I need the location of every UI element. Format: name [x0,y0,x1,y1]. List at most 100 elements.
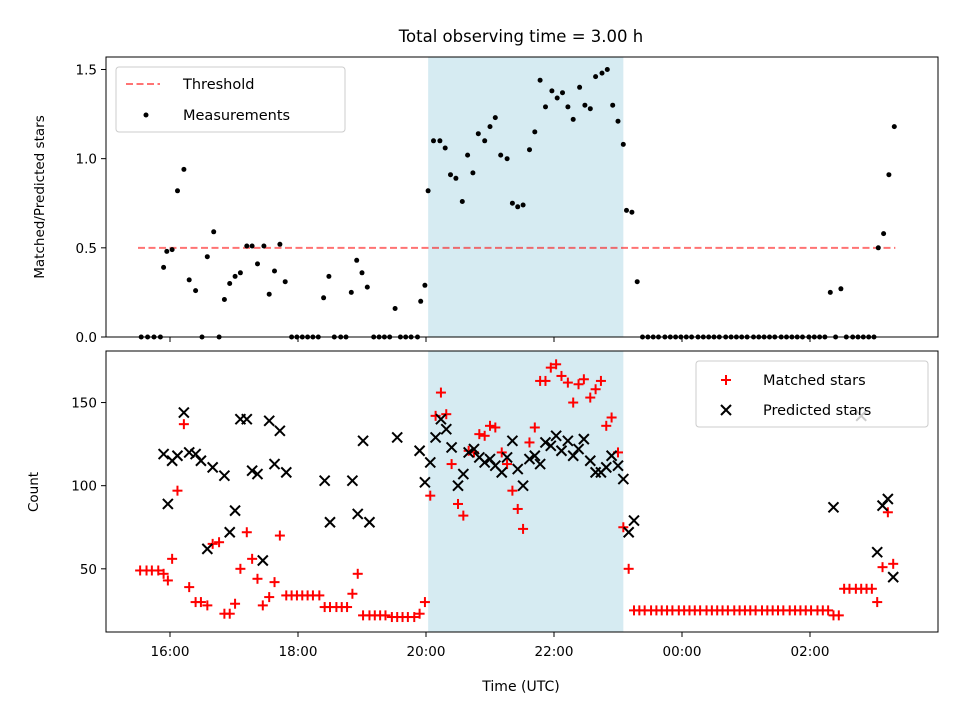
measurement-point [615,118,621,124]
matched-star-point [458,510,469,521]
measurement-point [175,188,180,194]
x-tick-label: 00:00 [663,644,702,660]
predicted-star-point [363,516,376,528]
predicted-star-point [251,468,264,480]
matched-star-point [556,370,567,381]
measurement-point [261,243,267,249]
legend-predicted-marker [720,404,732,416]
top-measurement-points [138,67,897,340]
matched-star-point [545,362,556,373]
predicted-star-point [274,425,286,437]
matched-star-point [496,447,507,458]
matched-star-point [618,522,629,533]
top-y-axis-label: Matched/Predicted stars [32,115,48,278]
matched-star-point [453,498,463,509]
measurement-point [255,261,260,267]
legend-measurements-swatch [143,112,149,118]
measurement-point [282,279,288,285]
measurement-point [620,141,626,147]
measurement-point [554,95,560,101]
predicted-star-point [318,474,331,487]
measurement-point [227,281,233,286]
matched-star-point [551,359,562,370]
matched-star-point [578,374,589,385]
measurement-point [582,102,588,108]
predicted-star-point [468,443,480,455]
top-x-ticks [169,337,811,342]
predicted-star-point [871,546,883,558]
predicted-star-point [241,413,253,425]
measurement-point [364,284,370,290]
measurement-point [498,152,504,158]
measurement-point [891,124,897,130]
matched-star-point [241,527,252,538]
y-tick-label: 1.5 [76,62,97,78]
matched-star-point [419,597,430,608]
matched-star-point [153,565,164,576]
predicted-star-point [413,445,426,457]
matched-star-point [172,485,183,496]
y-tick-label: 100 [71,479,97,495]
predicted-star-point [478,456,491,469]
measurement-point [515,204,521,210]
predicted-star-point [171,450,184,462]
measurement-point [520,202,526,208]
predicted-star-point [357,435,369,447]
predicted-star-point [195,455,207,467]
measurement-point [570,116,576,122]
measurement-point [221,297,227,302]
predicted-star-point [452,479,464,492]
matched-star-point [474,429,485,440]
measurement-point [629,209,635,215]
measurement-point [249,243,255,249]
measurement-point [560,90,565,96]
measurement-point [599,70,605,76]
predicted-star-point [882,493,894,505]
legend-predicted-label: Predicted stars [763,403,871,419]
predicted-star-point [324,516,336,528]
measurement-point [482,138,488,144]
matched-star-point [540,375,551,386]
y-tick-label: 50 [80,562,97,578]
predicted-star-point [157,448,170,460]
matched-star-point [562,377,573,388]
measurement-point [838,286,844,292]
measurement-point [164,248,170,254]
predicted-star-point [257,554,269,567]
matched-star-point [485,420,495,431]
legend-threshold-label: Threshold [182,77,254,93]
x-tick-label: 22:00 [535,644,574,660]
measurement-point [532,129,538,135]
predicted-star-point [435,413,447,425]
matched-star-point [162,575,173,586]
matched-star-point [435,387,446,398]
predicted-star-point [162,498,174,510]
measurement-point [453,175,459,181]
measurement-point [881,231,887,237]
predicted-star-point [622,526,635,538]
predicted-star-point [178,406,190,419]
predicted-star-point [827,501,840,514]
measurement-point [321,295,327,301]
matched-star-point [866,583,877,594]
predicted-star-point [263,415,275,427]
legend-predicted-swatch [720,404,732,416]
figure-title: Total observing time = 3.00 h [398,27,643,46]
predicted-star-point [555,445,568,457]
predicted-star-point [617,473,630,485]
predicted-star-point [440,423,452,435]
bottom-x-axis: 16:00 18:00 20:00 22:00 00:00 02:00 [151,632,829,660]
matched-star-point [264,592,275,603]
matched-star-point [877,562,888,573]
measurement-point [431,138,436,144]
predicted-star-point [352,508,364,520]
measurement-point [624,207,629,213]
measurement-point [161,264,167,270]
measurement-point [437,138,443,144]
matched-star-point [195,597,206,608]
bottom-y-axis-label: Count [26,472,42,512]
measurement-point [244,243,250,249]
matched-star-point [441,409,452,420]
predicted-star-point [445,441,458,454]
measurement-point [211,229,217,235]
